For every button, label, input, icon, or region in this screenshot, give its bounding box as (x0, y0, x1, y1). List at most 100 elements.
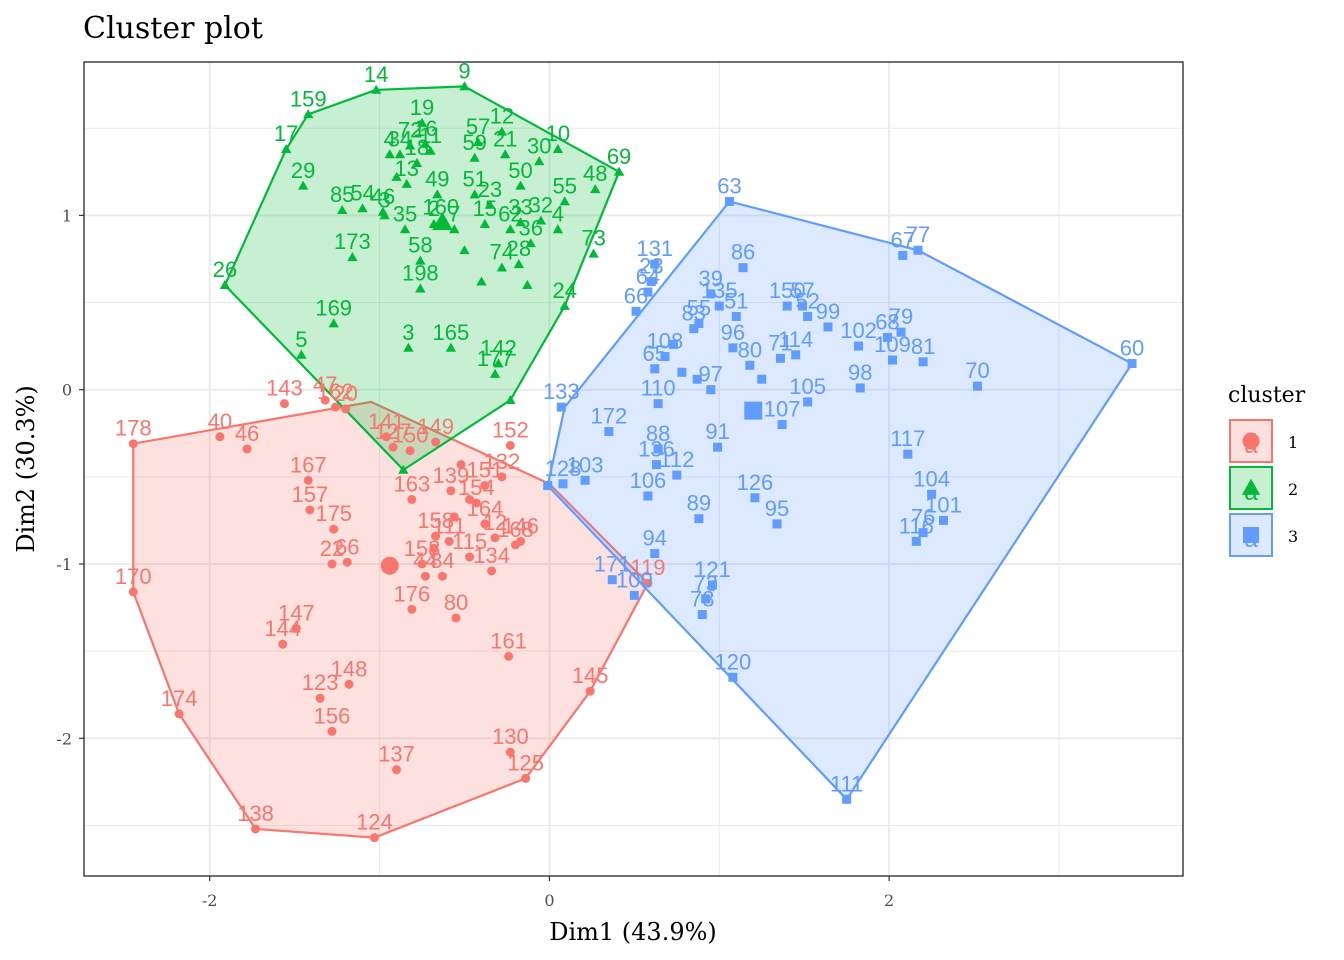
cluster-2-point (484, 199, 496, 209)
point-label: 161 (490, 628, 527, 653)
point-label: 64 (636, 264, 660, 289)
cluster-3-point (882, 332, 892, 342)
point-label: 12 (490, 104, 514, 129)
cluster-3-point (791, 350, 801, 360)
point-label: 97 (699, 362, 723, 387)
y-tick-label: 0 (62, 381, 72, 400)
cluster-3-point (604, 427, 614, 437)
cluster-1-point (303, 475, 313, 485)
point-label: 68 (875, 309, 899, 334)
cluster-2-point (479, 218, 491, 228)
point-label: 20 (333, 381, 357, 406)
point-label: 105 (789, 374, 826, 399)
cluster-1-point (320, 395, 330, 405)
point-label: 164 (467, 496, 504, 521)
point-label: 111 (830, 771, 863, 796)
point-label: 48 (583, 161, 607, 186)
point-label: 178 (115, 416, 152, 441)
cluster-2-point (403, 342, 414, 352)
cluster-2-point (515, 180, 526, 190)
legend-title: cluster (1228, 383, 1306, 408)
cluster-2-point (445, 342, 457, 352)
cluster-2-point (449, 224, 460, 234)
cluster-3-point (650, 364, 660, 374)
point-label: 176 (393, 581, 430, 606)
point-label: 13 (394, 156, 418, 181)
point-label: 16 (413, 116, 437, 141)
point-label: 177 (477, 346, 514, 371)
cluster-2-point (415, 283, 426, 293)
cluster-2-point (384, 149, 395, 159)
cluster-1-point (407, 495, 417, 505)
cluster-1-point (505, 440, 515, 450)
cluster-1-point (392, 765, 402, 775)
cluster-2-point (489, 368, 501, 378)
point-label: 114 (778, 327, 813, 352)
point-label: 86 (731, 240, 755, 265)
cluster-1-point (291, 623, 301, 633)
cluster-3-point (1127, 359, 1137, 369)
cluster-1-point (456, 460, 466, 470)
point-label: 14 (364, 62, 388, 87)
cluster-2-point (552, 224, 564, 234)
point-label: 2 (428, 196, 440, 221)
cluster-3-point (660, 352, 670, 362)
x-tick-label: -2 (202, 891, 218, 910)
point-label: 22 (320, 536, 344, 561)
point-label: 35 (393, 201, 417, 226)
cluster-3-point (631, 306, 641, 316)
x-axis-title: Dim1 (43.9%) (549, 918, 717, 946)
point-label: 73 (581, 226, 605, 251)
point-label: 133 (543, 379, 580, 404)
point-label: 148 (331, 656, 368, 681)
point-label: 11 (419, 123, 442, 148)
cluster-3-point (731, 311, 741, 321)
point-label: 139 (433, 463, 470, 488)
point-label: 60 (1120, 336, 1144, 361)
point-label: 146 (502, 513, 539, 538)
point-label: 99 (816, 299, 840, 324)
point-label: 4 (384, 126, 396, 151)
point-label: 70 (965, 358, 989, 383)
cluster-2-point (476, 276, 487, 286)
point-label: 104 (913, 466, 950, 491)
data-points (128, 81, 1137, 843)
point-label: 72 (398, 118, 422, 143)
cluster-2-point (496, 262, 508, 272)
point-label: 157 (292, 482, 329, 507)
cluster-2-point (370, 84, 382, 94)
x-axis-ticks: -2 0 2 (202, 876, 894, 910)
point-label: 85 (330, 182, 354, 207)
cluster-1-point (342, 557, 352, 567)
point-label: 159 (290, 86, 327, 111)
point-label: 80 (738, 337, 762, 362)
cluster-3-point (854, 341, 864, 351)
cluster-3-point (580, 475, 590, 485)
point-label: 3 (402, 320, 414, 345)
cluster-1-point (449, 512, 459, 522)
point-label: 167 (290, 452, 327, 477)
cluster-2-point (505, 224, 516, 234)
point-label: 3 (379, 187, 391, 212)
point-label: 171 (594, 552, 631, 577)
point-label: 111 (432, 513, 465, 538)
cluster-2-point (525, 238, 536, 248)
cluster-3-point (556, 402, 566, 412)
cluster-1-point (504, 651, 514, 661)
point-label: 81 (911, 334, 935, 359)
cluster-2-point (415, 255, 426, 265)
y-tick-label: -1 (56, 555, 72, 574)
point-label: 54 (350, 180, 374, 205)
point-label: 117 (890, 426, 925, 451)
point-label: 125 (507, 750, 544, 775)
cluster-2-point (513, 259, 525, 269)
cluster-3-point (777, 420, 787, 430)
cluster-1-point (341, 404, 351, 414)
point-label: 158 (417, 508, 454, 533)
cluster-2-point (411, 157, 423, 167)
point-label: 55 (687, 295, 711, 320)
legend-key-symbol (1242, 432, 1260, 450)
point-label: 74 (490, 240, 514, 265)
cluster-1-point (490, 533, 500, 543)
